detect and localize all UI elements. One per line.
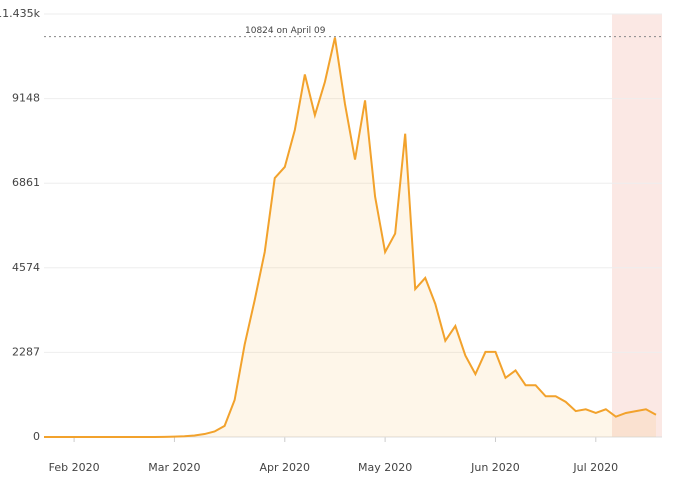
x-tick-label: Feb 2020	[49, 461, 100, 474]
x-tick-label: Jun 2020	[470, 461, 520, 474]
y-tick-label: 4574	[12, 261, 40, 274]
x-tick-label: Mar 2020	[148, 461, 200, 474]
y-tick-label: 2287	[12, 345, 40, 358]
line	[44, 37, 657, 438]
shaded-region	[612, 14, 662, 437]
y-tick-label: 6861	[12, 176, 40, 189]
y-tick-label: 0	[33, 430, 40, 443]
x-tick-label: Jul 2020	[572, 461, 618, 474]
y-tick-label: 9148	[12, 92, 40, 105]
x-tick-label: Apr 2020	[260, 461, 311, 474]
area	[44, 37, 656, 438]
y-tick-label: 11.435k	[0, 7, 41, 20]
annotation: 10824 on April 09	[245, 26, 326, 36]
x-tick-label: May 2020	[358, 461, 412, 474]
